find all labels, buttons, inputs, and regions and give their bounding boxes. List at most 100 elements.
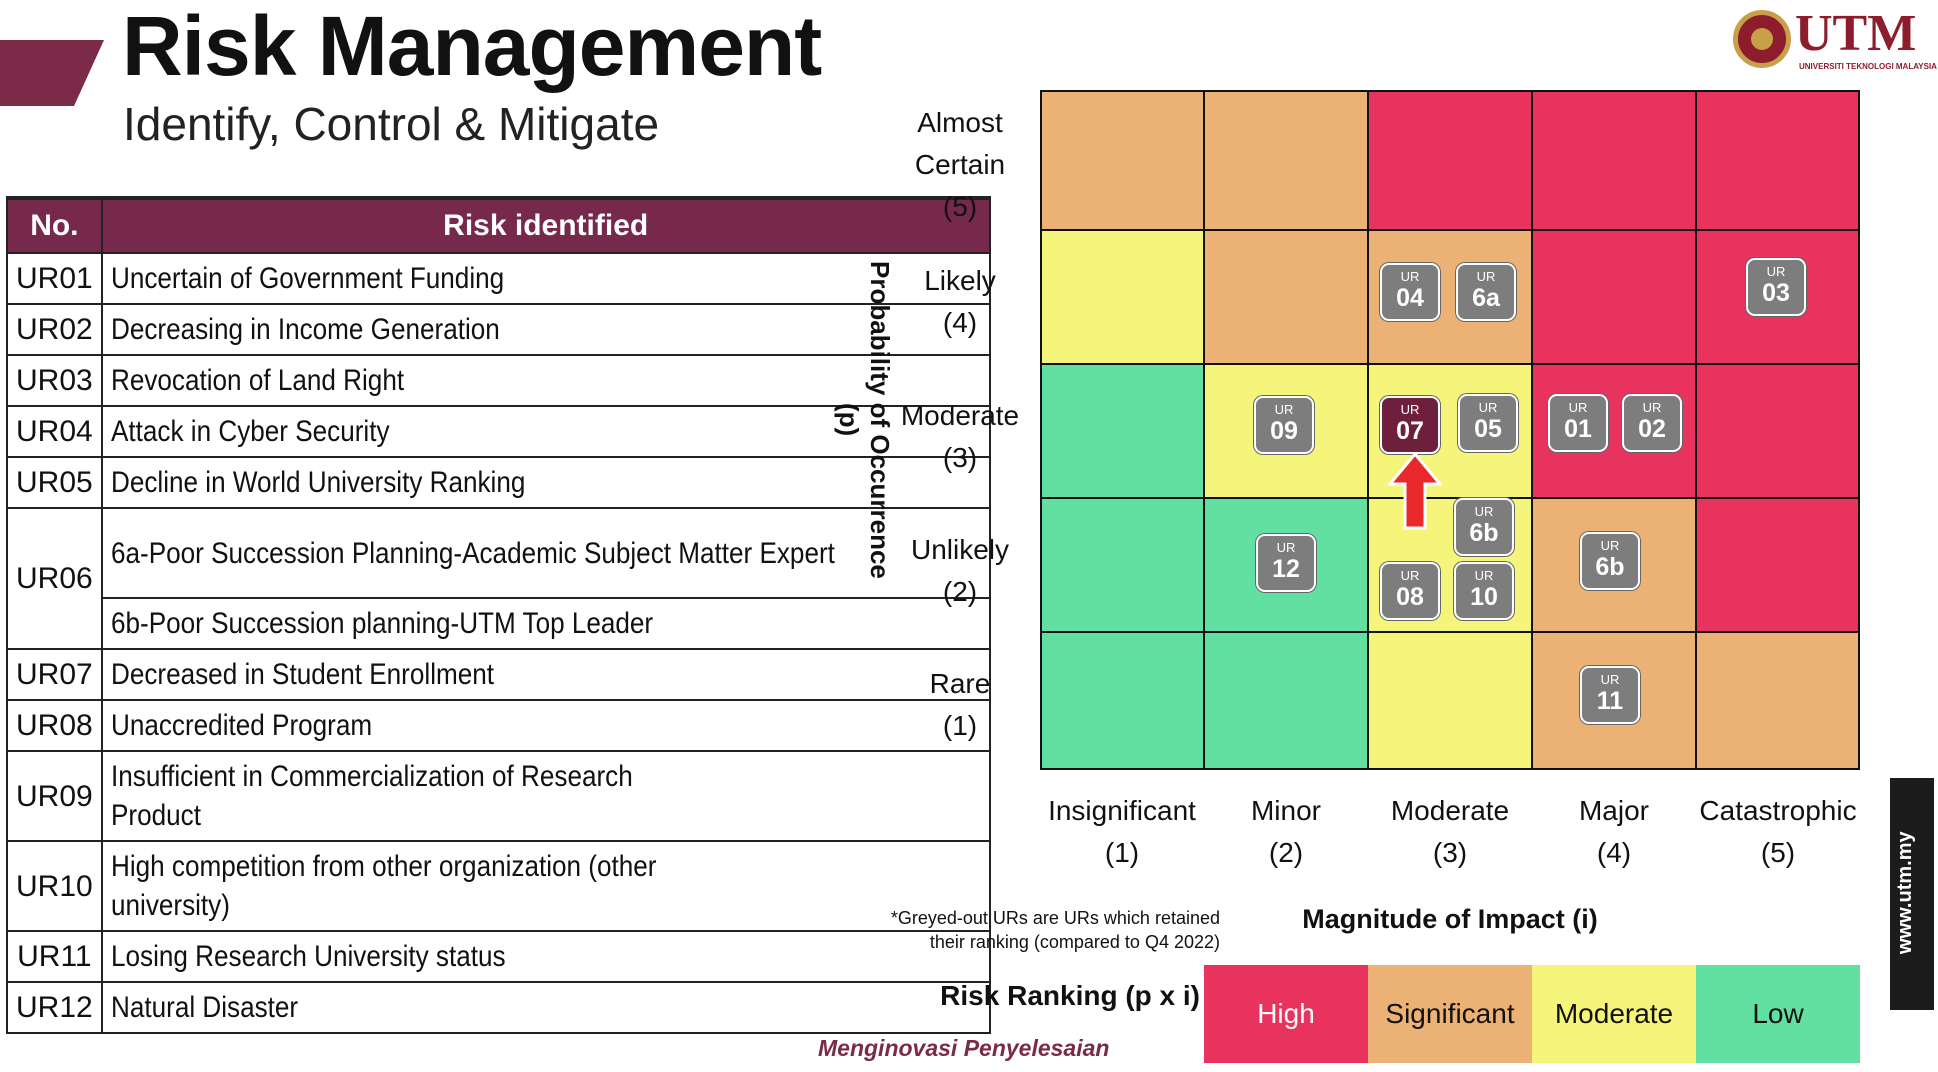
logo-wordmark: UTM xyxy=(1795,5,1917,62)
risk-badge-ur6a: UR 6a xyxy=(1456,263,1516,321)
badge-prefix: UR xyxy=(1474,504,1494,519)
matrix-cell-significant xyxy=(1204,230,1368,364)
risk-desc-text: Natural Disaster xyxy=(110,991,298,1024)
badge-prefix: UR xyxy=(1476,269,1496,284)
badge-prefix: UR xyxy=(1600,672,1620,687)
header-accent-tip xyxy=(74,40,104,106)
logo-subtext: UNIVERSITI TEKNOLOGI MALAYSIA xyxy=(1799,62,1937,71)
risk-badge-ur03: UR 03 xyxy=(1746,258,1806,316)
risk-desc-text: Revocation of Land Right xyxy=(110,364,404,397)
badge-id: 6a xyxy=(1472,284,1500,312)
site-url: www.utm.my xyxy=(1894,831,1916,955)
y-level-rare: Rare (1) xyxy=(890,663,1030,747)
badge-prefix: UR xyxy=(1474,568,1494,583)
x-level-minor: Minor (2) xyxy=(1204,790,1368,874)
risk-desc-text: Unaccredited Program xyxy=(110,709,372,742)
x-level-value: (4) xyxy=(1596,837,1632,868)
table-row: UR10 High competition from other organiz… xyxy=(6,840,991,932)
table-row: 6b-Poor Succession planning-UTM Top Lead… xyxy=(7,597,991,650)
risk-desc: Unaccredited Program xyxy=(100,699,991,752)
legend-label: Risk Ranking (p x i) xyxy=(940,980,1200,1011)
badge-prefix: UR xyxy=(1568,400,1588,415)
badge-prefix: UR xyxy=(1276,540,1296,555)
badge-prefix: UR xyxy=(1274,402,1294,417)
matrix-cell-high xyxy=(1696,364,1860,498)
matrix-cell-low xyxy=(1040,364,1204,498)
risk-no: UR05 xyxy=(6,456,103,509)
matrix-cell-moderate xyxy=(1368,632,1532,770)
badge-id: 12 xyxy=(1272,555,1300,583)
risk-no: UR07 xyxy=(6,648,103,701)
arrow-up-icon xyxy=(1388,452,1442,530)
matrix-cell-moderate xyxy=(1040,230,1204,364)
table-row: UR07 Decreased in Student Enrollment xyxy=(6,648,991,701)
y-level-moderate: Moderate (3) xyxy=(890,395,1030,479)
x-level-value: (2) xyxy=(1268,837,1304,868)
y-axis-title: Probability of Occurrence (p) xyxy=(834,261,895,579)
risk-desc: Revocation of Land Right xyxy=(100,354,991,407)
badge-id: 6b xyxy=(1595,553,1625,581)
y-level-label: Likely xyxy=(924,265,996,296)
y-level-value: (2) xyxy=(942,576,978,607)
risk-no: UR06 xyxy=(6,507,103,650)
y-level-unlikely: Unlikely (2) xyxy=(890,529,1030,613)
badge-prefix: UR xyxy=(1400,568,1420,583)
table-row: UR11 Losing Research University status xyxy=(6,930,991,983)
page-subtitle: Identify, Control & Mitigate xyxy=(123,98,660,150)
risk-table: No. Risk identified UR01 Uncertain of Go… xyxy=(6,196,991,1034)
table-row: UR04 Attack in Cyber Security xyxy=(6,405,991,458)
risk-badge-ur11: UR 11 xyxy=(1580,666,1640,724)
table-row: UR12 Natural Disaster xyxy=(6,981,991,1034)
badge-prefix: UR xyxy=(1600,538,1620,553)
risk-desc-text: Insufficient in Commercialization of Res… xyxy=(110,760,633,832)
risk-desc: Attack in Cyber Security xyxy=(100,405,991,458)
matrix-cell-high xyxy=(1696,498,1860,632)
risk-desc: High competition from other organization… xyxy=(100,840,991,932)
x-level-label: Moderate xyxy=(1390,795,1510,826)
table-row: UR05 Decline in World University Ranking xyxy=(6,456,991,509)
risk-desc-text: Attack in Cyber Security xyxy=(110,415,390,448)
badge-prefix: UR xyxy=(1478,400,1498,415)
matrix-cell-significant xyxy=(1204,90,1368,230)
risk-no: UR02 xyxy=(6,303,103,356)
badge-id: 10 xyxy=(1470,583,1498,611)
risk-badge-ur02: UR 02 xyxy=(1622,394,1682,452)
legend-significant: Significant xyxy=(1368,965,1532,1063)
badge-id: 05 xyxy=(1474,415,1502,443)
risk-no: UR12 xyxy=(6,981,103,1034)
risk-desc: Insufficient in Commercialization of Res… xyxy=(100,750,991,842)
matrix-cell-low xyxy=(1040,632,1204,770)
x-level-label: Insignificant xyxy=(1048,795,1196,826)
badge-id: 02 xyxy=(1638,415,1666,443)
legend-high: High xyxy=(1204,965,1368,1063)
risk-badge-ur05: UR 05 xyxy=(1458,394,1518,452)
y-level-label: Rare xyxy=(929,668,991,699)
page-title: Risk Management xyxy=(122,0,822,93)
risk-desc: Decreasing in Income Generation xyxy=(100,303,991,356)
matrix-cell-low xyxy=(1040,498,1204,632)
matrix-cell-significant xyxy=(1040,90,1204,230)
table-row: UR09 Insufficient in Commercialization o… xyxy=(6,750,991,842)
risk-desc: Decreased in Student Enrollment xyxy=(100,648,991,701)
header-no: No. xyxy=(6,196,103,254)
risk-badge-ur12: UR 12 xyxy=(1256,534,1316,592)
risk-desc-text: Decline in World University Ranking xyxy=(110,466,526,499)
badge-id: 07 xyxy=(1396,417,1424,445)
risk-desc: 6b-Poor Succession planning-UTM Top Lead… xyxy=(100,597,991,650)
y-level-almost-certain: Almost Certain (5) xyxy=(890,102,1030,228)
site-url-bar: www.utm.my xyxy=(1890,778,1934,1010)
risk-badge-ur07: UR 07 xyxy=(1380,396,1440,454)
x-level-value: (5) xyxy=(1760,837,1796,868)
risk-no: UR11 xyxy=(6,930,103,983)
badge-prefix: UR xyxy=(1400,269,1420,284)
risk-desc-text: Uncertain of Government Funding xyxy=(110,262,504,295)
risk-no: UR10 xyxy=(6,840,103,932)
utm-logo: UTM UNIVERSITI TEKNOLOGI MALAYSIA xyxy=(1733,5,1937,72)
risk-desc: Natural Disaster xyxy=(100,981,991,1034)
risk-badge-ur08: UR 08 xyxy=(1380,562,1440,620)
risk-desc: 6a-Poor Succession Planning-Academic Sub… xyxy=(100,507,991,599)
risk-no: UR08 xyxy=(6,699,103,752)
header-risk: Risk identified xyxy=(100,196,991,254)
risk-badge-ur6b: UR 6b xyxy=(1454,498,1514,556)
badge-id: 04 xyxy=(1396,284,1424,312)
